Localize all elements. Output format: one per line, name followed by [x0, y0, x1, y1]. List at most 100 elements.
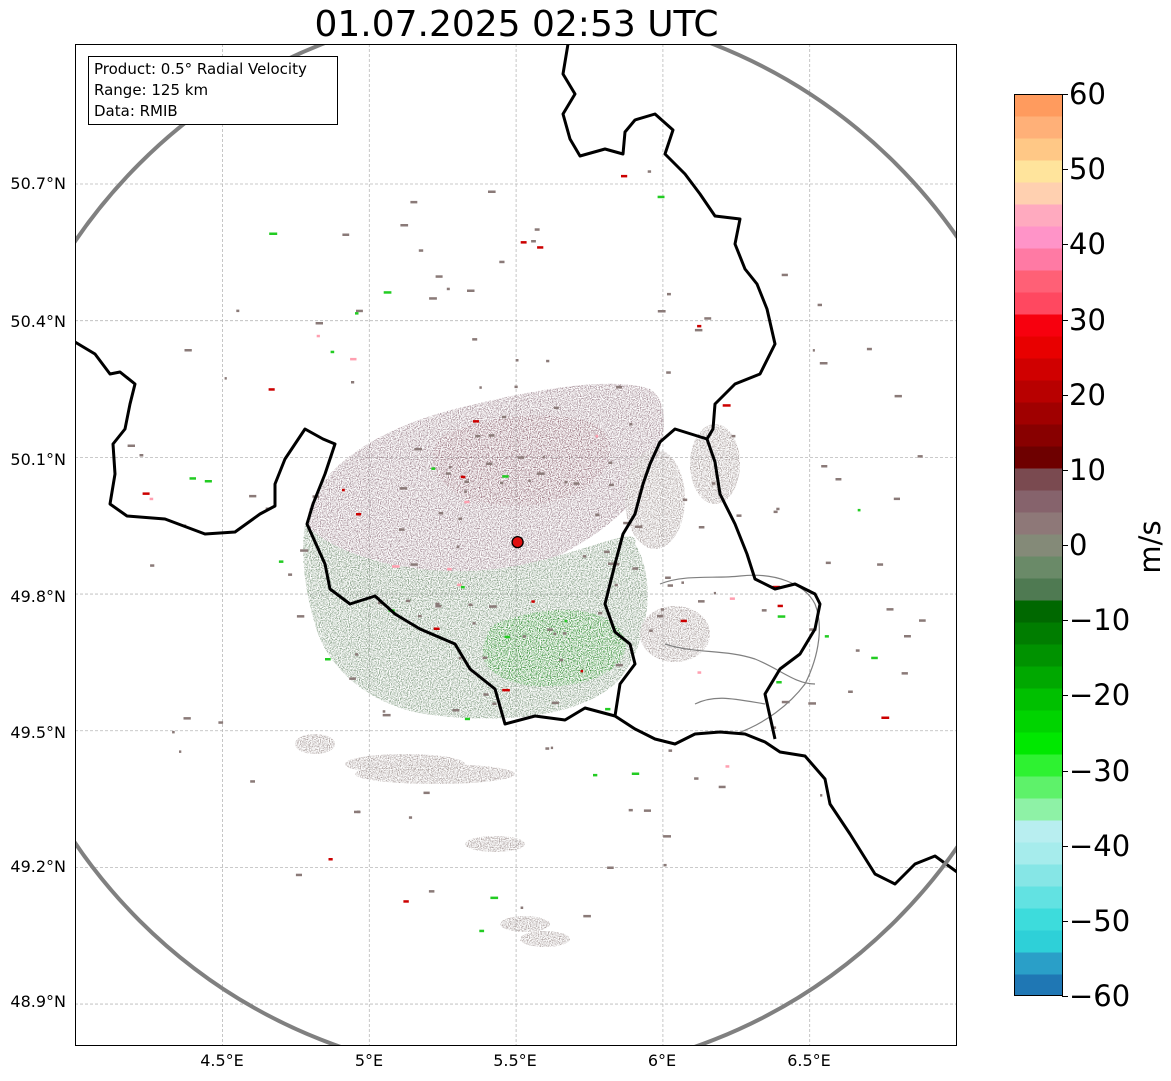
echo-pixel [681, 581, 684, 584]
echo-pixel [777, 615, 786, 618]
product-line: Product: 0.5° Radial Velocity [94, 60, 307, 78]
echo-pixel [809, 628, 817, 631]
echo-pixel [458, 517, 463, 520]
echo-pixel [445, 472, 451, 475]
echo-pixel [761, 609, 767, 612]
echo-pixel [315, 322, 323, 325]
colorbar-label: m/s [1133, 520, 1167, 574]
echo-region [482, 610, 626, 687]
echo-pixel [520, 241, 527, 244]
echo-pixel [621, 174, 628, 178]
echo-pixel [514, 385, 518, 389]
echo-pixel [808, 702, 816, 705]
colorbar-tick-mark [1062, 845, 1068, 847]
echo-pixel [663, 835, 671, 838]
colorbar-segment [1014, 380, 1063, 403]
echo-pixel [460, 585, 465, 589]
colorbar-tick-label: 40 [1069, 227, 1106, 262]
echo-pixel [179, 750, 182, 753]
echo-pixel [582, 555, 587, 558]
colorbar-tick-label: −30 [1069, 753, 1131, 788]
echo-pixel [288, 573, 293, 576]
echo-pixel [406, 599, 411, 603]
echo-pixel [855, 649, 860, 652]
echo-pixel [547, 628, 553, 631]
echo-pixel [608, 483, 614, 487]
colorbar-segment [1014, 512, 1063, 535]
echo-pixel [475, 434, 481, 438]
echo-pixel [268, 388, 275, 391]
echo-pixel [431, 467, 436, 470]
admin-boundary [659, 574, 820, 735]
echo-pixel [458, 656, 462, 660]
echo-pixel [697, 671, 702, 674]
radar-map[interactable] [75, 44, 957, 1046]
colorbar-segment [1014, 886, 1063, 909]
echo-pixel [824, 635, 829, 638]
echo-patch [500, 916, 550, 932]
echo-pixel [490, 896, 499, 900]
echo-pixel [919, 619, 926, 622]
echo-pixel [448, 465, 452, 469]
echo-pixel [736, 514, 742, 517]
echo-pixel [682, 498, 688, 502]
echo-pixel [536, 472, 545, 475]
colorbar-segment [1014, 776, 1063, 799]
echo-pixel [729, 597, 735, 600]
echo-pixel [172, 730, 175, 734]
echo-pixel [812, 349, 815, 352]
echo-pixel [881, 716, 890, 719]
colorbar-segment [1014, 754, 1063, 777]
echo-pixel [325, 658, 331, 661]
echo-pixel [665, 576, 671, 579]
radar-echoes [295, 383, 740, 947]
echo-pixel [657, 614, 664, 618]
echo-pixel [528, 479, 531, 483]
echo-pixel [542, 455, 545, 459]
echo-pixel [614, 583, 618, 587]
colorbar-segment [1014, 468, 1063, 491]
echo-pixel [553, 406, 559, 410]
echo-pixel [250, 780, 255, 783]
map-frame-border [75, 44, 957, 1046]
echo-pixel [356, 309, 363, 313]
echo-pixel [330, 350, 335, 354]
echo-pixel [531, 240, 536, 243]
colorbar-tick-label: 10 [1069, 452, 1106, 487]
colorbar-segment [1014, 314, 1063, 337]
echo-pixel [698, 600, 705, 603]
colorbar-tick-mark [1062, 920, 1068, 922]
echo-pixel [446, 287, 450, 291]
colorbar-segment [1014, 534, 1063, 557]
echo-pixel [713, 591, 716, 595]
echo-pixel [917, 455, 923, 458]
echo-pixel [464, 490, 467, 493]
colorbar-segment [1014, 556, 1063, 579]
echo-pixel [604, 550, 610, 554]
map-panel[interactable] [75, 44, 957, 1046]
echo-pixel [218, 721, 224, 724]
radar-site-marker[interactable] [511, 535, 524, 549]
colorbar-tick-mark [1062, 996, 1068, 997]
echo-pixel [447, 567, 452, 571]
colorbar-tick-mark [1062, 319, 1068, 321]
admin-boundary [694, 697, 766, 705]
echo-pixel [904, 635, 911, 638]
echo-pixel [438, 511, 444, 515]
colorbar-tick-mark [1062, 394, 1068, 396]
lat-label-50-4: 50.4°N [10, 312, 66, 331]
echo-pixel [660, 608, 664, 611]
colorbar-tick-label: 50 [1069, 152, 1106, 187]
echo-pixel [704, 317, 712, 320]
echo-pixel [731, 434, 736, 438]
echo-pixel [657, 310, 666, 313]
colorbar-segment [1014, 820, 1063, 843]
echo-pixel [534, 228, 540, 231]
echo-pixel [500, 481, 504, 485]
echo-pixel [649, 629, 653, 632]
echo-pixel [608, 562, 616, 565]
colorbar-tick-mark [1062, 695, 1068, 697]
echo-pixel [300, 549, 309, 552]
echo-patch [465, 836, 525, 852]
echo-pixel [711, 482, 716, 485]
